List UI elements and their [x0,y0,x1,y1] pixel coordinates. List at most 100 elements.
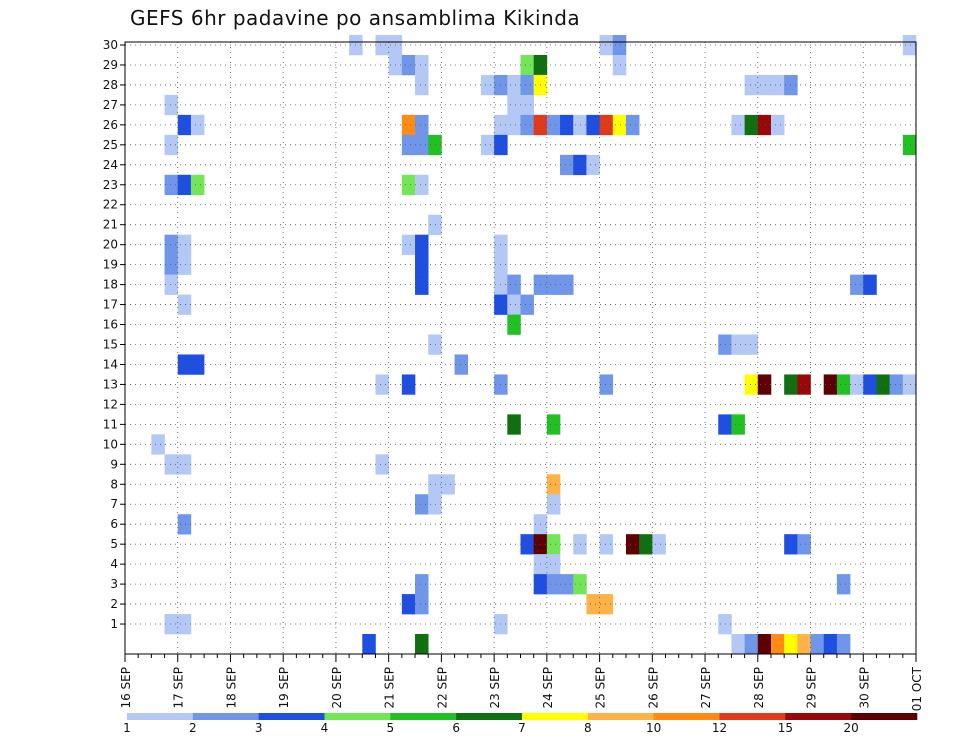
heatmap-cell [560,154,574,176]
colorbar-swatch [522,713,589,720]
heatmap-cell [415,574,429,595]
heatmap-cell [401,134,416,156]
heatmap-cell [507,414,521,435]
colorbar-swatch [719,713,786,720]
heatmap-cell [744,374,759,395]
x-tick-label: 30 SEP [857,667,871,709]
heatmap-cell [415,114,429,136]
x-axis: 16 SEP 17 SEP 18 SEP 19 SEP 20 SEP 21 SEP 22 S… [119,654,924,711]
heatmap-cell [177,254,192,275]
chart-title: GEFS 6hr padavine po ansamblima Kikinda [130,6,581,30]
heatmap-cell [599,35,614,56]
y-tick-label: 15 [103,338,118,352]
y-axis: 1234567891011121314151617181920212223242… [103,38,125,631]
x-tick-label: 21 SEP [383,667,397,709]
heatmap-cell [480,134,495,156]
heatmap-cell [164,454,179,475]
heatmap-cell [560,114,574,136]
y-tick-label: 5 [110,537,118,551]
y-tick-label: 27 [103,98,118,112]
heatmap-cell [850,374,864,395]
x-tick-label: 27 SEP [699,667,713,709]
heatmap-cell [190,114,205,136]
heatmap-cell [757,374,772,395]
x-tick-label: 17 SEP [172,667,186,709]
colorbar-label: 8 [584,721,592,735]
heatmap-cell [401,54,416,76]
heatmap-cell [612,35,627,56]
colorbar-label: 20 [844,721,859,735]
heatmap-cell [731,634,745,655]
heatmap-cell [876,374,890,395]
heatmap-cell [784,634,798,655]
heatmap-cell [190,354,205,375]
heatmap-cell [546,114,561,136]
heatmap-cell [836,374,851,395]
heatmap-cell [507,114,521,136]
heatmap-cell [428,494,442,515]
heatmap-cell [612,114,627,136]
heatmap-cell [428,134,442,156]
y-tick-label: 3 [110,577,118,591]
colorbar-swatch [785,713,852,720]
y-tick-label: 21 [103,218,118,232]
heatmap-cell [625,534,640,555]
colorbar-label: 12 [712,721,727,735]
heatmap-cell [744,74,759,96]
heatmap-cell [415,234,429,255]
heatmap-cell [507,74,521,96]
heatmap-cell [586,594,600,615]
y-tick-label: 26 [103,118,118,132]
heatmap-cell [428,334,442,355]
heatmap-cell [744,334,759,355]
heatmap-cell [770,634,785,655]
x-tick-label: 19 SEP [277,667,291,709]
heatmap-cell [902,35,917,56]
heatmap-cell [718,614,732,635]
heatmap-cell [520,94,534,116]
heatmap-cell [177,294,192,315]
heatmap-cell [415,494,429,515]
y-tick-label: 12 [103,397,118,411]
heatmap-cell [797,534,811,555]
heatmap-cell [454,354,469,375]
heatmap-cell [546,574,561,595]
heatmap-cell [546,414,561,435]
heatmap-cell [164,94,179,116]
heatmap-cell [190,174,205,196]
heatmap-cell [177,174,192,196]
colorbar-swatch [390,713,457,720]
heatmap-cell [546,274,561,295]
heatmap-cell [731,334,745,355]
heatmap-cell [757,74,772,96]
y-tick-label: 17 [103,298,118,312]
y-tick-label: 14 [103,357,118,371]
colorbar-swatch [587,713,654,720]
heatmap-cell [177,514,192,535]
heatmap-cell [599,374,614,395]
y-tick-label: 9 [110,457,118,471]
x-tick-label: 26 SEP [646,667,660,709]
y-tick-label: 19 [103,258,118,272]
y-tick-label: 13 [103,377,118,391]
heatmap-cell [560,574,574,595]
heatmap-cell [415,274,429,295]
heatmap-cell [744,634,759,655]
heatmap-cell [415,174,429,196]
heatmap-cell [401,174,416,196]
heatmap-cell [415,134,429,156]
heatmap-cell [415,254,429,275]
heatmap-cell [520,54,534,76]
heatmap-cell [573,114,587,136]
heatmap-cell [612,54,627,76]
heatmap-cell [546,554,561,575]
y-tick-label: 23 [103,178,118,192]
x-tick-label: 16 SEP [119,667,133,709]
heatmap-cell [731,114,745,136]
heatmap-cell [507,274,521,295]
heatmap-cell [599,114,614,136]
heatmap-cell [757,114,772,136]
colorbar-label: 2 [189,721,197,735]
heatmap-cell [573,534,587,555]
x-tick-label: 01 OCT [910,666,924,711]
